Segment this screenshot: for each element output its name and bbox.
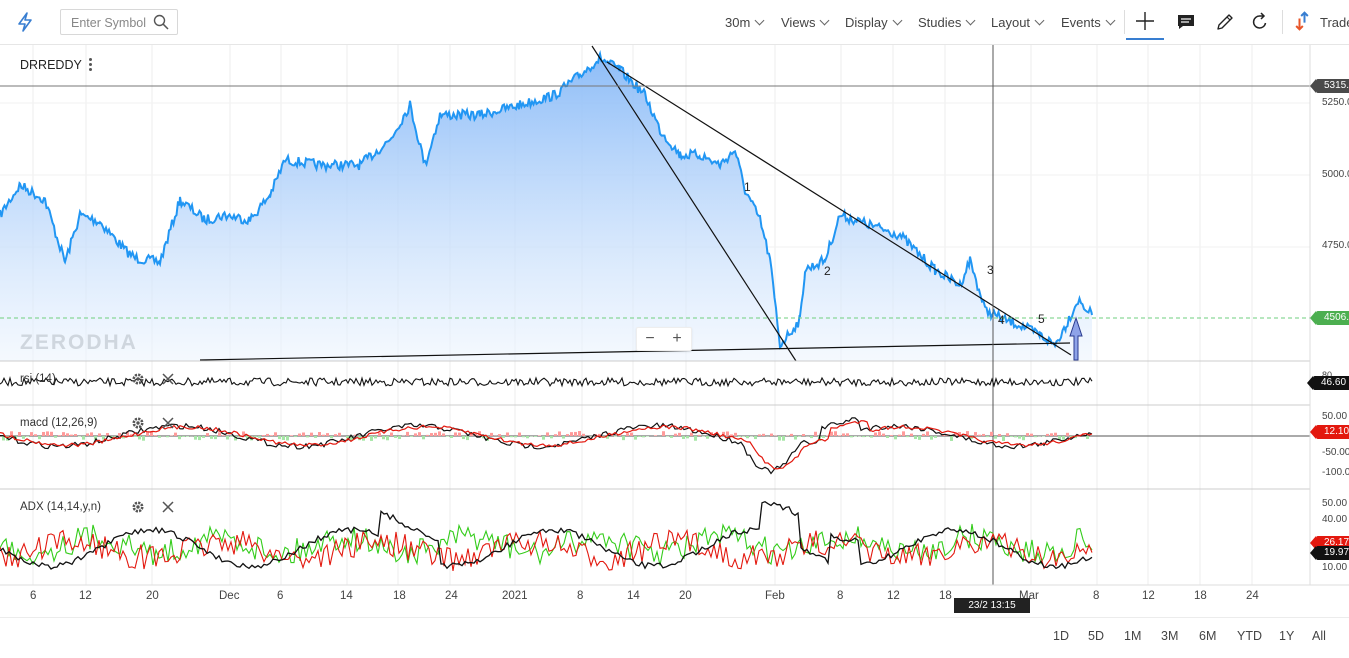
range-5d-button[interactable]: 5D xyxy=(1088,629,1104,643)
chevron-down-icon xyxy=(966,16,976,26)
macd-axis-label: 50.00 xyxy=(1322,411,1347,422)
date-axis-label: 20 xyxy=(146,590,159,602)
date-axis-label: 6 xyxy=(277,590,283,602)
chevron-down-icon xyxy=(1035,16,1045,26)
events-label: Events xyxy=(1061,15,1101,30)
toolbar-divider xyxy=(1282,10,1283,34)
price-axis-label: 5250.00 xyxy=(1322,97,1349,108)
date-axis-label: 24 xyxy=(1246,590,1259,602)
range-all-button[interactable]: All xyxy=(1312,629,1326,643)
macd-axis-label: -50.00 xyxy=(1322,447,1349,458)
rsi-value-tag: 46.60 xyxy=(1313,376,1349,390)
chevron-down-icon xyxy=(755,16,765,26)
toolbar-divider xyxy=(1124,10,1125,34)
wave-label: 4 xyxy=(998,313,1005,327)
buy-sell-arrows-icon[interactable] xyxy=(1292,11,1312,31)
macd-label: macd (12,26,9) xyxy=(20,417,97,429)
range-1m-button[interactable]: 1M xyxy=(1124,629,1141,643)
price-axis-label: 5000.00 xyxy=(1322,169,1349,180)
date-axis-label: 12 xyxy=(79,590,92,602)
crosshair-icon xyxy=(1136,12,1154,30)
range-1y-button[interactable]: 1Y xyxy=(1279,629,1294,643)
wave-label: 3 xyxy=(987,263,994,277)
views-menu[interactable]: Views xyxy=(781,15,828,30)
adx-value-tag: 19.97 xyxy=(1316,546,1349,560)
range-1d-button[interactable]: 1D xyxy=(1053,629,1069,643)
date-axis-label: 18 xyxy=(939,590,952,602)
date-axis-label: 24 xyxy=(445,590,458,602)
close-icon[interactable] xyxy=(162,417,174,429)
adx-label: ADX (14,14,y,n) xyxy=(20,501,101,513)
active-underline xyxy=(1126,38,1164,40)
gear-icon[interactable] xyxy=(131,416,145,430)
crosshair-date-tag: 23/2 13:15 xyxy=(954,598,1030,613)
views-label: Views xyxy=(781,15,815,30)
macd-value-tag: 12.10 xyxy=(1316,425,1349,439)
chevron-down-icon xyxy=(1105,16,1115,26)
trade-button[interactable]: Trade xyxy=(1320,15,1349,30)
kebab-menu-icon[interactable] xyxy=(86,56,94,72)
top-toolbar: 30m Views Display Studies Layout Events … xyxy=(0,0,1349,45)
last-price-tag: 4506.0 xyxy=(1316,311,1349,325)
range-ytd-button[interactable]: YTD xyxy=(1237,629,1262,643)
interval-dropdown[interactable]: 30m xyxy=(725,15,763,30)
date-axis-label: 12 xyxy=(887,590,900,602)
gear-icon[interactable] xyxy=(131,372,145,386)
range-6m-button[interactable]: 6M xyxy=(1199,629,1216,643)
close-icon[interactable] xyxy=(162,373,174,385)
reset-icon[interactable] xyxy=(1250,12,1270,32)
date-axis-label: 2021 xyxy=(502,590,528,602)
pencil-draw-icon[interactable] xyxy=(1215,12,1235,32)
gear-icon[interactable] xyxy=(131,500,145,514)
comment-icon[interactable] xyxy=(1176,12,1196,32)
wave-label: 1 xyxy=(744,180,751,194)
display-menu[interactable]: Display xyxy=(845,15,901,30)
search-icon[interactable] xyxy=(153,14,169,30)
symbol-title: DRREDDY xyxy=(20,58,82,72)
date-axis-label: Dec xyxy=(219,590,239,602)
date-axis-label: 8 xyxy=(577,590,583,602)
range-3m-button[interactable]: 3M xyxy=(1161,629,1178,643)
price-axis-label: 4750.00 xyxy=(1322,240,1349,251)
date-axis-label: 14 xyxy=(340,590,353,602)
price-level-tag: 5315.7 xyxy=(1316,79,1349,93)
rsi-label: rsi (14) xyxy=(20,373,56,385)
wave-label: 2 xyxy=(824,264,831,278)
date-axis-label: 18 xyxy=(1194,590,1207,602)
macd-axis-label: -100.00 xyxy=(1322,467,1349,478)
symbol-search-input[interactable] xyxy=(69,11,157,35)
adx-axis-label: 10.00 xyxy=(1322,562,1347,573)
date-axis-label: 18 xyxy=(393,590,406,602)
date-axis-label: 14 xyxy=(627,590,640,602)
studies-menu[interactable]: Studies xyxy=(918,15,974,30)
close-icon[interactable] xyxy=(162,501,174,513)
interval-label: 30m xyxy=(725,15,750,30)
zoom-in-button[interactable]: + xyxy=(664,328,690,350)
layout-menu[interactable]: Layout xyxy=(991,15,1043,30)
adx-axis-label: 50.00 xyxy=(1322,498,1347,509)
date-axis-label: 6 xyxy=(30,590,36,602)
crosshair-button[interactable] xyxy=(1126,0,1164,44)
date-axis-label: 12 xyxy=(1142,590,1155,602)
zoom-out-button[interactable]: − xyxy=(637,328,663,350)
kite-logo-icon[interactable] xyxy=(14,11,36,33)
date-axis-label: 20 xyxy=(679,590,692,602)
display-label: Display xyxy=(845,15,888,30)
adx-axis-label: 40.00 xyxy=(1322,514,1347,525)
date-axis-label: 8 xyxy=(837,590,843,602)
symbol-search[interactable] xyxy=(60,9,178,35)
wave-label: 5 xyxy=(1038,312,1045,326)
range-selector-bar: 1D 5D 1M 3M 6M YTD 1Y All xyxy=(0,617,1349,658)
studies-label: Studies xyxy=(918,15,961,30)
broker-watermark: ZERODHA xyxy=(20,331,138,355)
date-axis-label: 8 xyxy=(1093,590,1099,602)
events-menu[interactable]: Events xyxy=(1061,15,1114,30)
layout-label: Layout xyxy=(991,15,1030,30)
date-axis-label: Feb xyxy=(765,590,785,602)
chevron-down-icon xyxy=(892,16,902,26)
chevron-down-icon xyxy=(820,16,830,26)
zoom-controls: − + xyxy=(636,327,692,351)
